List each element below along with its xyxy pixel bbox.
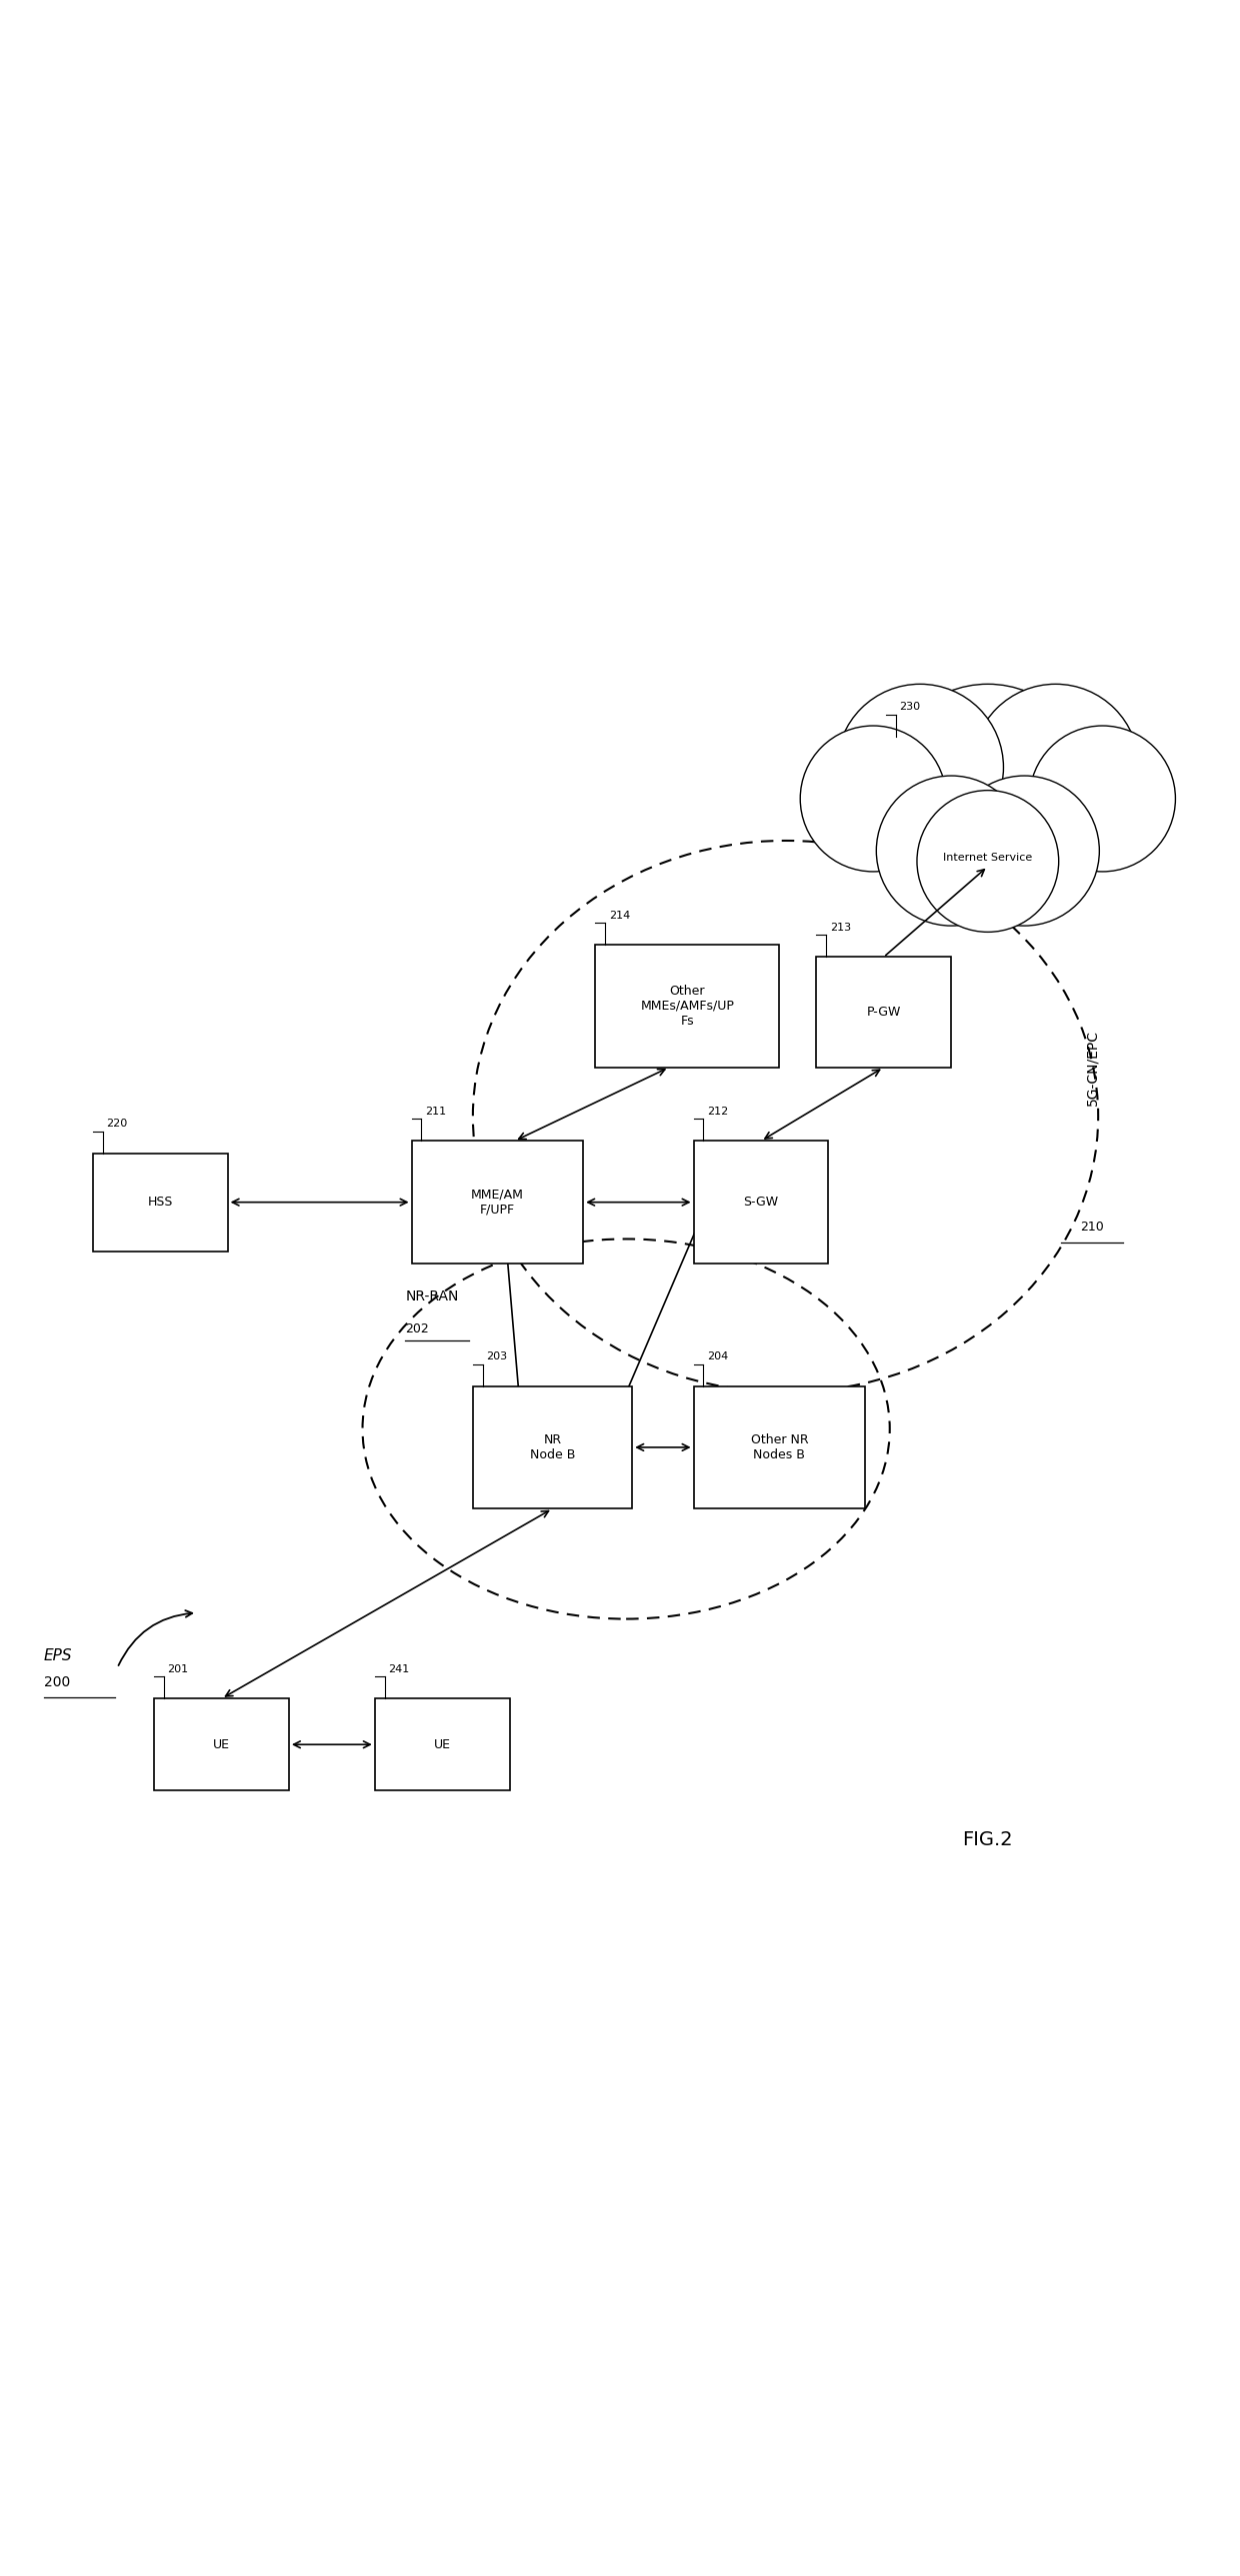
Text: 210: 210 bbox=[1080, 1221, 1104, 1234]
Text: 200: 200 bbox=[43, 1674, 69, 1690]
Text: HSS: HSS bbox=[148, 1195, 172, 1208]
Text: EPS: EPS bbox=[43, 1649, 72, 1664]
Text: 230: 230 bbox=[899, 701, 920, 711]
Text: 211: 211 bbox=[425, 1108, 446, 1115]
Text: NR
Node B: NR Node B bbox=[529, 1432, 575, 1461]
Text: 201: 201 bbox=[167, 1664, 188, 1674]
FancyBboxPatch shape bbox=[412, 1141, 583, 1262]
Text: Other
MMEs/AMFs/UP
Fs: Other MMEs/AMFs/UP Fs bbox=[641, 984, 734, 1028]
Text: UE: UE bbox=[434, 1739, 450, 1752]
Text: 214: 214 bbox=[609, 909, 630, 920]
FancyBboxPatch shape bbox=[93, 1154, 228, 1252]
Text: 204: 204 bbox=[707, 1352, 728, 1363]
Circle shape bbox=[877, 775, 1027, 925]
FancyBboxPatch shape bbox=[374, 1698, 510, 1790]
Text: UE: UE bbox=[213, 1739, 229, 1752]
Circle shape bbox=[1029, 726, 1176, 871]
Circle shape bbox=[916, 791, 1059, 933]
Text: Other NR
Nodes B: Other NR Nodes B bbox=[750, 1432, 808, 1461]
Text: 241: 241 bbox=[388, 1664, 409, 1674]
Circle shape bbox=[950, 775, 1100, 925]
Text: 5G-CN/EPC: 5G-CN/EPC bbox=[1085, 1030, 1099, 1105]
Text: P-GW: P-GW bbox=[867, 1005, 900, 1018]
Text: 202: 202 bbox=[405, 1321, 429, 1334]
Circle shape bbox=[972, 685, 1140, 850]
Circle shape bbox=[837, 685, 1003, 850]
Text: 213: 213 bbox=[830, 922, 851, 933]
Text: S-GW: S-GW bbox=[744, 1195, 779, 1208]
Text: 212: 212 bbox=[707, 1108, 728, 1115]
FancyBboxPatch shape bbox=[154, 1698, 289, 1790]
Text: 220: 220 bbox=[107, 1118, 128, 1128]
FancyBboxPatch shape bbox=[693, 1141, 828, 1262]
Text: Internet Service: Internet Service bbox=[944, 853, 1033, 863]
FancyBboxPatch shape bbox=[816, 958, 951, 1066]
Text: FIG.2: FIG.2 bbox=[962, 1829, 1013, 1850]
Circle shape bbox=[800, 726, 946, 871]
Text: NR-RAN: NR-RAN bbox=[405, 1291, 459, 1303]
FancyBboxPatch shape bbox=[595, 945, 780, 1066]
FancyBboxPatch shape bbox=[693, 1386, 866, 1510]
Circle shape bbox=[884, 685, 1092, 891]
Text: 203: 203 bbox=[486, 1352, 507, 1363]
Text: MME/AM
F/UPF: MME/AM F/UPF bbox=[471, 1188, 523, 1216]
FancyBboxPatch shape bbox=[472, 1386, 632, 1510]
